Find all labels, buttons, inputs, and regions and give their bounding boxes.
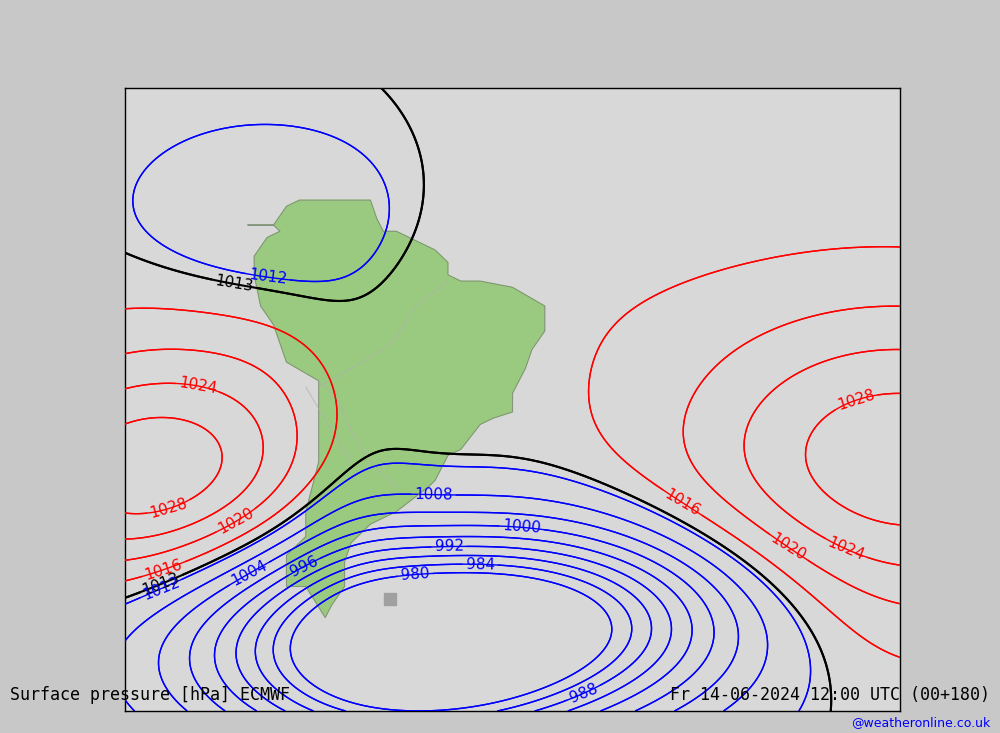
- Text: 980: 980: [400, 566, 430, 583]
- Text: 984: 984: [465, 556, 495, 572]
- Text: 1013: 1013: [141, 570, 182, 597]
- Text: 1012: 1012: [140, 575, 182, 603]
- Text: 1016: 1016: [143, 556, 185, 583]
- Text: 1020: 1020: [768, 531, 809, 564]
- Text: 1012: 1012: [248, 268, 288, 287]
- Text: 1008: 1008: [414, 487, 453, 503]
- Text: Fr 14-06-2024 12:00 UTC (00+180): Fr 14-06-2024 12:00 UTC (00+180): [670, 685, 990, 704]
- Text: 1020: 1020: [216, 505, 257, 537]
- Text: 996: 996: [287, 553, 320, 580]
- Text: 1016: 1016: [662, 486, 703, 519]
- Polygon shape: [248, 200, 545, 617]
- Text: 1024: 1024: [177, 375, 218, 397]
- Text: 992: 992: [434, 539, 464, 554]
- Text: Surface pressure [hPa] ECMWF: Surface pressure [hPa] ECMWF: [10, 685, 290, 704]
- Text: 1004: 1004: [229, 558, 270, 589]
- Text: 1024: 1024: [825, 534, 866, 563]
- Text: @weatheronline.co.uk: @weatheronline.co.uk: [851, 716, 990, 729]
- Text: 1028: 1028: [835, 387, 877, 413]
- Text: 1013: 1013: [214, 273, 254, 295]
- Text: 988: 988: [568, 681, 600, 706]
- Text: 1000: 1000: [502, 518, 541, 537]
- Text: 1028: 1028: [148, 496, 190, 521]
